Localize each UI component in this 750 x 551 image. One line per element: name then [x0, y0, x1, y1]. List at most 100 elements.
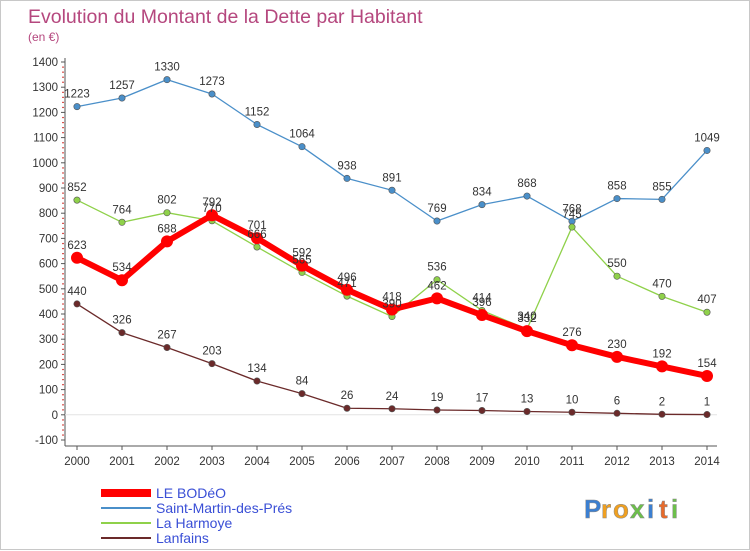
y-minor-tick — [62, 247, 64, 250]
x-tick-label: 2014 — [694, 456, 720, 468]
x-tick-label: 2005 — [289, 456, 315, 468]
data-label-la-harmoye: 536 — [427, 262, 446, 274]
point-lanfains — [73, 300, 81, 308]
data-label-saint-martin-des-pr-s: 1064 — [289, 129, 315, 141]
x-tick-label: 2001 — [109, 456, 135, 468]
point-lanfains — [388, 405, 396, 413]
point-la-harmoye — [163, 209, 171, 217]
point-lanfains — [478, 407, 486, 415]
point-saint-martin-des-pr-s — [703, 146, 711, 154]
x-tick-label: 2002 — [154, 456, 180, 468]
data-label-le-bod-o: 396 — [472, 297, 491, 309]
data-label-le-bod-o: 701 — [247, 220, 266, 232]
data-label-lanfains: 19 — [431, 392, 444, 404]
data-label-lanfains: 267 — [157, 330, 176, 342]
data-label-saint-martin-des-pr-s: 1152 — [245, 106, 270, 118]
y-minor-tick — [62, 182, 64, 184]
y-minor-tick — [62, 384, 64, 386]
data-label-le-bod-o: 792 — [202, 197, 221, 209]
point-le-bod-o — [116, 274, 128, 287]
data-label-le-bod-o: 418 — [382, 291, 401, 303]
point-saint-martin-des-pr-s — [478, 201, 486, 209]
x-tick-label: 2003 — [199, 456, 225, 468]
y-minor-tick — [62, 298, 64, 300]
y-minor-tick — [62, 167, 64, 169]
point-la-harmoye — [73, 196, 81, 204]
point-le-bod-o — [476, 309, 488, 322]
y-minor-tick — [62, 207, 64, 209]
y-tick-label: -100 — [35, 435, 58, 447]
point-lanfains — [433, 406, 441, 414]
y-minor-tick — [62, 424, 64, 426]
y-minor-tick — [62, 81, 64, 83]
point-saint-martin-des-pr-s — [523, 192, 531, 200]
data-label-saint-martin-des-pr-s: 769 — [427, 203, 446, 215]
point-la-harmoye — [118, 218, 126, 226]
data-label-le-bod-o: 496 — [337, 272, 356, 284]
data-label-saint-martin-des-pr-s: 834 — [472, 187, 492, 199]
data-label-saint-martin-des-pr-s: 1273 — [199, 76, 225, 88]
data-label-saint-martin-des-pr-s: 855 — [652, 181, 671, 193]
y-minor-tick — [62, 142, 64, 144]
point-lanfains — [253, 377, 261, 385]
x-tick-label: 2009 — [469, 456, 495, 468]
y-minor-tick — [62, 333, 64, 335]
y-tick-label: 700 — [39, 233, 58, 245]
y-tick-label: 800 — [39, 208, 58, 220]
data-label-la-harmoye: 745 — [562, 209, 581, 221]
point-saint-martin-des-pr-s — [208, 90, 216, 98]
y-minor-tick — [62, 132, 64, 134]
data-label-le-bod-o: 276 — [562, 327, 581, 339]
data-label-lanfains: 24 — [386, 391, 399, 403]
y-minor-tick — [62, 373, 64, 376]
data-label-lanfains: 326 — [112, 315, 131, 327]
y-minor-tick — [62, 419, 64, 421]
data-label-saint-martin-des-pr-s: 868 — [517, 178, 536, 190]
data-label-lanfains: 17 — [476, 393, 489, 405]
point-le-bod-o — [701, 369, 713, 382]
x-tick-label: 2013 — [649, 456, 675, 468]
data-label-la-harmoye: 471 — [337, 278, 356, 290]
logo-letter: i — [647, 494, 654, 524]
data-label-la-harmoye: 565 — [292, 254, 311, 266]
point-le-bod-o — [161, 235, 173, 248]
point-le-bod-o — [296, 259, 308, 272]
y-minor-tick — [62, 308, 64, 310]
point-saint-martin-des-pr-s — [433, 217, 441, 225]
x-tick-label: 2007 — [379, 456, 405, 468]
logo-letter: t — [659, 494, 668, 524]
y-minor-tick — [62, 71, 64, 73]
point-saint-martin-des-pr-s — [658, 195, 666, 203]
x-tick-label: 2008 — [424, 456, 450, 468]
y-tick-label: 900 — [39, 183, 58, 195]
chart-title: Evolution du Montant de la Dette par Hab… — [28, 6, 423, 28]
y-tick-label: 600 — [39, 259, 58, 271]
data-label-le-bod-o: 688 — [157, 223, 176, 235]
data-label-saint-martin-des-pr-s: 858 — [607, 181, 626, 193]
point-saint-martin-des-pr-s — [163, 76, 171, 84]
data-label-le-bod-o: 462 — [427, 280, 446, 292]
point-la-harmoye — [703, 308, 711, 316]
data-label-la-harmoye: 414 — [472, 292, 492, 304]
data-label-la-harmoye: 802 — [157, 195, 176, 207]
point-le-bod-o — [341, 283, 353, 296]
data-label-saint-martin-des-pr-s: 768 — [562, 203, 581, 215]
y-tick-label: 1400 — [32, 57, 58, 69]
data-label-le-bod-o: 230 — [607, 339, 626, 351]
y-minor-tick — [62, 303, 64, 305]
point-saint-martin-des-pr-s — [613, 195, 621, 203]
y-minor-tick — [62, 121, 64, 124]
legend-entry-la-harmoye: La Harmoye — [156, 515, 232, 531]
logo-letter: r — [601, 494, 611, 524]
y-minor-tick — [62, 76, 64, 78]
point-saint-martin-des-pr-s — [253, 120, 261, 128]
y-minor-tick — [62, 283, 64, 285]
y-minor-tick — [62, 318, 64, 320]
data-label-saint-martin-des-pr-s: 938 — [337, 160, 356, 172]
y-minor-tick — [62, 429, 64, 431]
chart-subtitle: (en €) — [28, 30, 59, 44]
y-tick-label: 500 — [39, 284, 58, 296]
data-label-la-harmoye: 390 — [382, 299, 401, 311]
